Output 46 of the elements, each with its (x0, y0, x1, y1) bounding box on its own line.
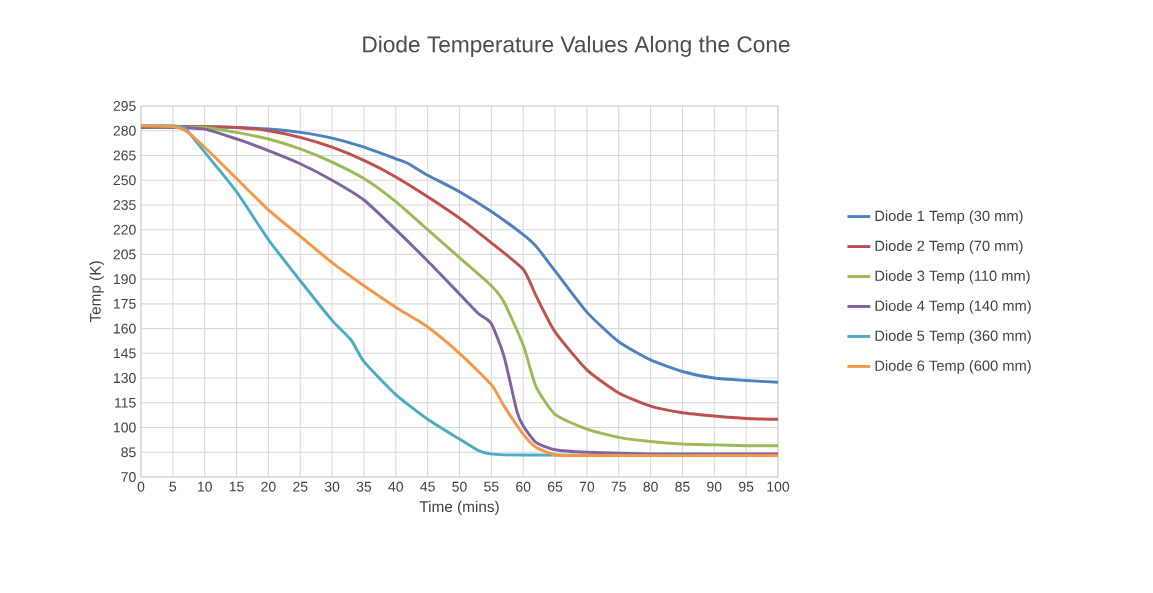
y-tick-label: 295 (113, 101, 136, 111)
y-tick-label: 175 (114, 298, 136, 309)
y-tick-label: 280 (113, 125, 136, 136)
x-tick-label: 55 (484, 481, 499, 492)
y-axis-title: Temp (K) (89, 261, 104, 323)
x-tick-label: 45 (420, 481, 435, 492)
x-tick-label: 5 (169, 481, 177, 492)
y-tick-label: 205 (113, 249, 136, 260)
chart-title: Diode Temperature Values Along the Cone (363, 35, 790, 57)
legend-label: Diode 4 Temp (140 mm) (875, 300, 1031, 314)
x-tick-label: 40 (388, 481, 404, 492)
y-tick-label: 130 (114, 373, 136, 384)
y-tick-label: 115 (115, 397, 136, 408)
x-tick-label: 65 (547, 481, 563, 492)
x-tick-label: 0 (137, 481, 145, 492)
x-tick-label: 50 (452, 481, 467, 492)
x-tick-label: 90 (707, 481, 722, 492)
y-tick-label: 70 (121, 472, 136, 482)
x-tick-label: 30 (324, 481, 340, 492)
x-tick-label: 95 (739, 481, 754, 492)
legend-label: Diode 3 Temp (110 mm) (875, 270, 1030, 284)
x-tick-label: 75 (611, 481, 626, 492)
x-tick-label: 25 (293, 481, 308, 492)
x-tick-label: 20 (261, 481, 276, 492)
y-tick-label: 160 (114, 323, 136, 334)
x-tick-label: 80 (643, 481, 658, 492)
x-tick-label: 35 (356, 481, 372, 492)
legend-label: Diode 1 Temp (30 mm) (875, 210, 1023, 224)
y-tick-label: 85 (121, 447, 136, 458)
legend-label: Diode 5 Temp (360 mm) (875, 330, 1031, 344)
y-tick-label: 145 (114, 348, 136, 359)
y-tick-label: 220 (113, 224, 136, 235)
y-tick-label: 235 (113, 199, 136, 210)
x-tick-label: 100 (767, 481, 790, 492)
x-axis-title: Time (mins) (419, 500, 499, 516)
legend-label: Diode 6 Temp (600 mm) (875, 360, 1031, 374)
y-tick-label: 250 (113, 175, 136, 186)
y-tick-label: 265 (113, 150, 136, 161)
x-tick-label: 15 (229, 481, 244, 492)
legend-label: Diode 2 Temp (70 mm) (875, 240, 1023, 254)
y-tick-label: 100 (114, 422, 136, 433)
x-tick-label: 70 (579, 481, 595, 492)
x-tick-label: 10 (197, 481, 212, 492)
x-tick-label: 85 (675, 481, 690, 492)
y-tick-label: 190 (114, 274, 136, 285)
x-tick-label: 60 (516, 481, 531, 492)
